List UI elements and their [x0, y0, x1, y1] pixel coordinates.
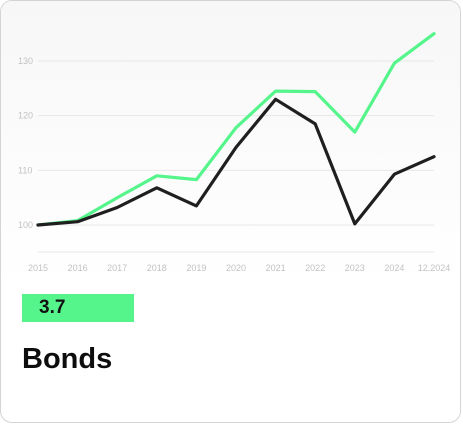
x-tick-label: 2022: [305, 263, 325, 273]
x-tick-label: 2018: [147, 263, 167, 273]
line-chart: 100 110 120 130 2015 2016 2017 2018 2019 2020 2021…: [18, 32, 451, 273]
y-tick-label: 120: [18, 111, 33, 121]
x-tick-label: 2024: [384, 263, 404, 273]
series-line-black: [36, 97, 436, 227]
y-tick-label: 130: [18, 56, 33, 66]
series-line-green: [36, 32, 436, 227]
x-tick-label: 2023: [345, 263, 365, 273]
x-tick-label: 2019: [186, 263, 206, 273]
x-tick-label: 12.2024: [418, 263, 451, 273]
x-tick-label: 2021: [266, 263, 286, 273]
value-label: 3.7: [39, 297, 66, 318]
card-title: Bonds: [22, 343, 113, 375]
value-badge: 3.7: [22, 294, 134, 322]
x-tick-label: 2017: [107, 263, 127, 273]
y-tick-label: 100: [18, 220, 33, 230]
x-tick-label: 2020: [226, 263, 246, 273]
x-tick-label: 2016: [68, 263, 88, 273]
y-tick-label: 110: [18, 165, 32, 175]
chart-area: 100 110 120 130 2015 2016 2017 2018 2019 2020 2021…: [1, 1, 460, 286]
x-tick-label: 2015: [28, 263, 48, 273]
